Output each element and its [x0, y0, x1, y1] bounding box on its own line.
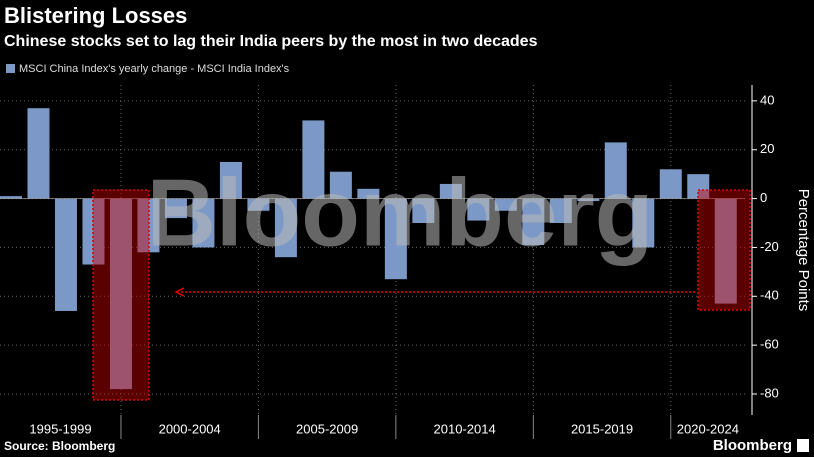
bar [549, 198, 572, 224]
logo-icon [797, 439, 809, 452]
bar [604, 142, 627, 199]
chart-title: Blistering Losses [4, 3, 187, 28]
source: Source: Bloomberg [4, 439, 115, 453]
x-tick-label: 2005-2009 [296, 421, 358, 436]
bar [522, 198, 545, 245]
x-tick-label: 2010-2014 [434, 421, 496, 436]
bar [54, 198, 77, 311]
bar [357, 188, 380, 199]
x-tick-label: 1995-1999 [29, 421, 91, 436]
bar [494, 198, 517, 211]
x-tick-label: 2000-2004 [159, 421, 221, 436]
bar [577, 198, 600, 202]
bar [439, 183, 462, 199]
y-tick-label: -40 [760, 288, 779, 303]
plot: 40 20 0 -20 -40 -60 -80 1995-1999 2000-2004 2005-… [0, 85, 779, 439]
bar [82, 198, 105, 265]
arrow-head [174, 287, 185, 297]
watermark: Bloomberg [147, 159, 654, 266]
bar [247, 198, 270, 211]
y-tick-label: 0 [760, 190, 767, 205]
bar [329, 171, 352, 199]
y-tick-label: -80 [760, 385, 779, 400]
bar [412, 198, 435, 224]
y-tick-label: 40 [760, 92, 774, 107]
bar [137, 198, 160, 253]
bar [302, 120, 325, 199]
highlight-box [92, 189, 150, 401]
bar [659, 169, 682, 199]
bar [219, 161, 242, 199]
bar [109, 198, 132, 390]
highlight-box [697, 189, 751, 311]
bar [192, 198, 215, 248]
x-tick-label: 2015-2019 [571, 421, 633, 436]
bar [714, 198, 737, 304]
bar [0, 196, 22, 199]
bar [687, 174, 710, 199]
bar [632, 198, 655, 248]
legend-label: MSCI China Index's yearly change - MSCI … [19, 63, 290, 75]
bar [467, 198, 490, 221]
bar [27, 108, 50, 199]
y-tick-label: -60 [760, 337, 779, 352]
logo: Bloomberg [713, 437, 792, 454]
bar [274, 198, 297, 258]
chart-subtitle: Chinese stocks set to lag their India pe… [4, 33, 538, 50]
x-tick-label: 2020-2024 [677, 421, 739, 436]
y-tick-label: 20 [760, 141, 774, 156]
legend-swatch [6, 64, 15, 73]
y-axis-label: Percentage Points [795, 189, 812, 312]
y-tick-label: -20 [760, 239, 779, 254]
bar [164, 198, 187, 219]
bar [384, 198, 407, 280]
